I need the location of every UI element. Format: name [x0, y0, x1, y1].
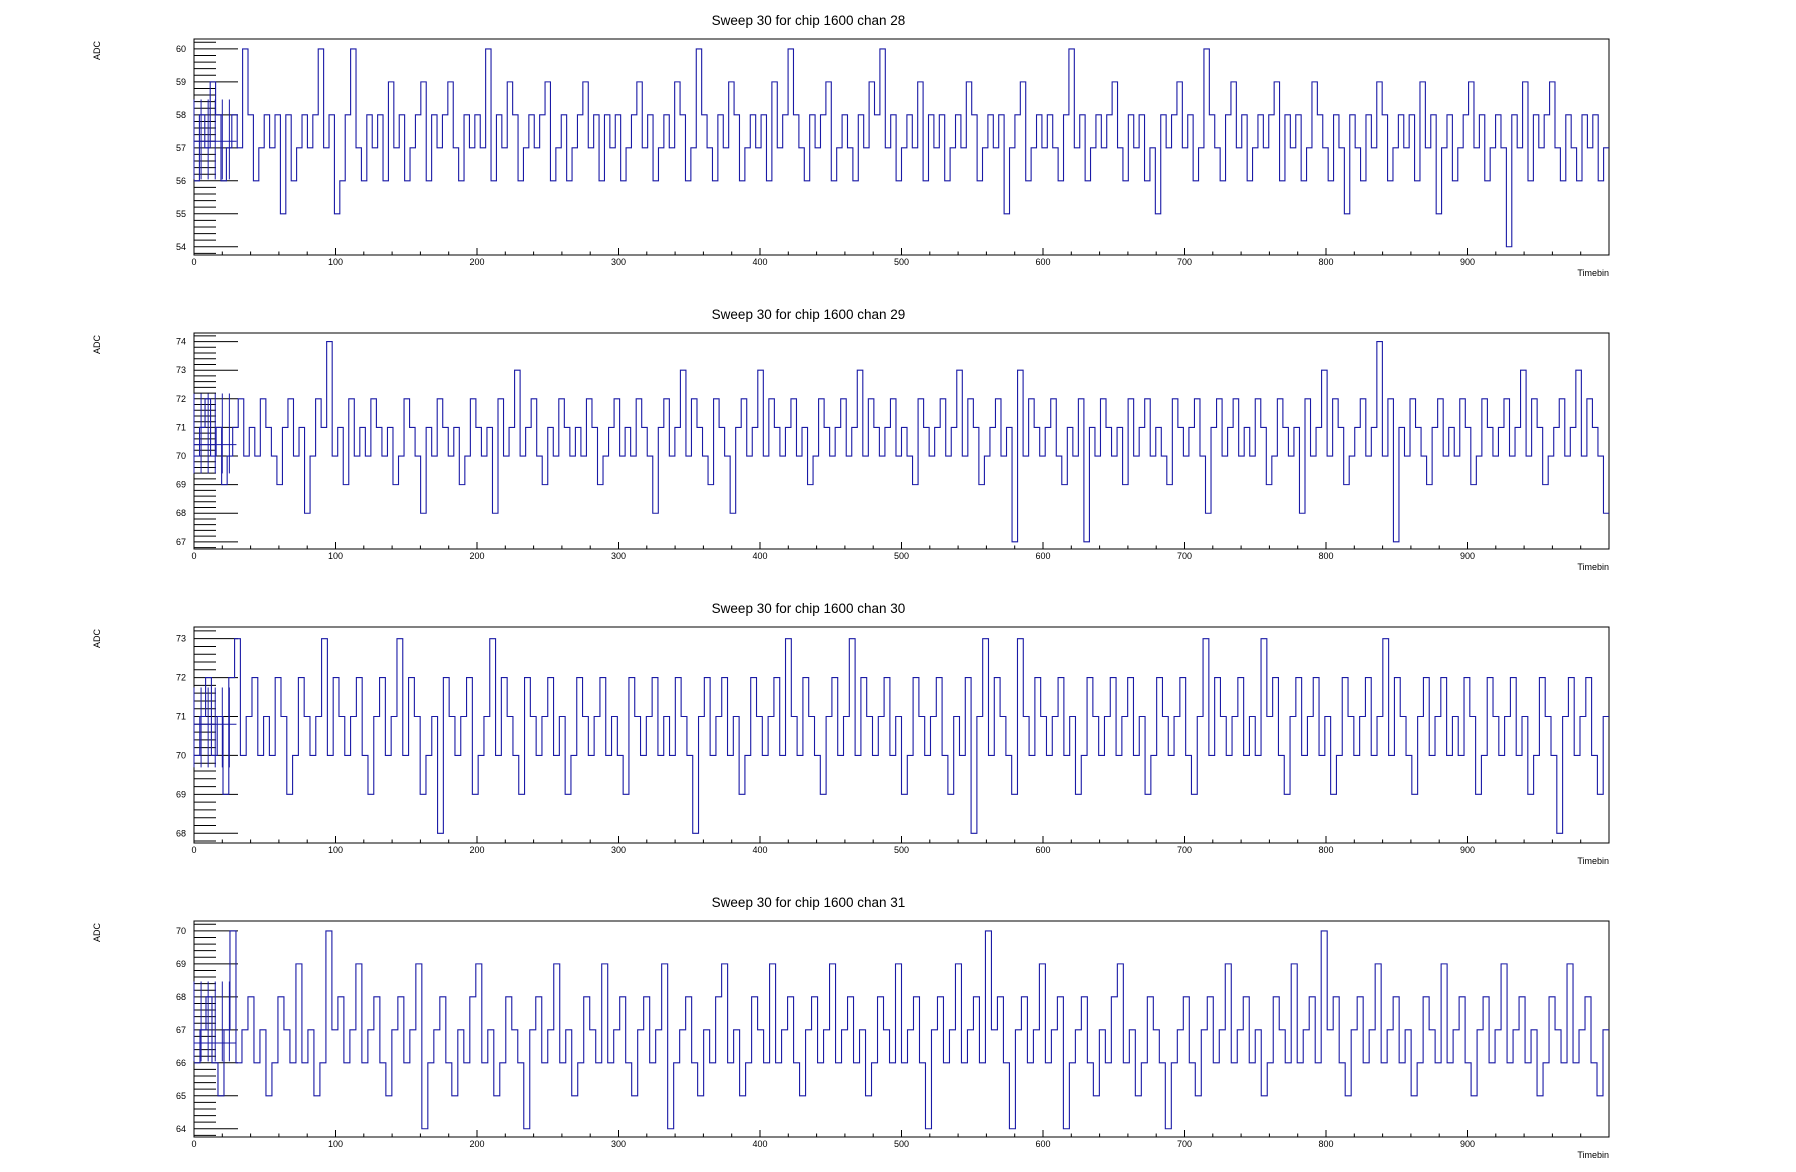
x-tick-label: 0 [191, 845, 196, 855]
x-tick-label: 200 [469, 1139, 484, 1149]
y-tick-label: 66 [176, 1058, 186, 1068]
chart-panel-1: Sweep 30 for chip 1600 chan 29 ADC Timebin… [92, 307, 1610, 572]
x-axis-label: Timebin [1577, 1150, 1609, 1160]
y-tick-label: 71 [176, 712, 186, 722]
series-line [194, 341, 1609, 543]
y-tick-label: 73 [176, 634, 186, 644]
x-tick-label: 300 [611, 845, 626, 855]
x-tick-label: 600 [1035, 1139, 1050, 1149]
x-tick-label: 500 [894, 1139, 909, 1149]
x-tick-label: 0 [191, 551, 196, 561]
chart-title: Sweep 30 for chip 1600 chan 30 [712, 601, 906, 616]
y-tick-label: 56 [176, 176, 186, 186]
x-tick-label: 400 [752, 845, 767, 855]
chart-title: Sweep 30 for chip 1600 chan 29 [712, 307, 906, 322]
y-tick-label: 70 [176, 926, 186, 936]
chart-title: Sweep 30 for chip 1600 chan 31 [712, 895, 906, 910]
series-line [194, 48, 1609, 248]
y-tick-label: 70 [176, 451, 186, 461]
y-tick-label: 69 [176, 789, 186, 799]
x-tick-label: 800 [1318, 551, 1333, 561]
y-axis-label: ADC [92, 41, 102, 61]
x-tick-label: 700 [1177, 257, 1192, 267]
x-tick-label: 900 [1460, 551, 1475, 561]
x-tick-label: 200 [469, 845, 484, 855]
y-axis-label: ADC [92, 629, 102, 649]
plot-frame [193, 38, 1610, 256]
y-tick-label: 54 [176, 242, 186, 252]
x-tick-label: 300 [611, 551, 626, 561]
y-tick-label: 58 [176, 110, 186, 120]
x-tick-label: 100 [328, 257, 343, 267]
chart-panel-3: Sweep 30 for chip 1600 chan 31 ADC Timebin… [92, 895, 1610, 1160]
x-tick-label: 900 [1460, 845, 1475, 855]
x-tick-label: 700 [1177, 551, 1192, 561]
x-tick-label: 600 [1035, 551, 1050, 561]
x-tick-label: 400 [752, 1139, 767, 1149]
x-tick-label: 100 [328, 845, 343, 855]
y-tick-label: 73 [176, 365, 186, 375]
y-tick-label: 60 [176, 44, 186, 54]
y-tick-label: 55 [176, 209, 186, 219]
x-tick-label: 500 [894, 257, 909, 267]
y-tick-label: 72 [176, 673, 186, 683]
y-tick-label: 68 [176, 992, 186, 1002]
y-tick-label: 68 [176, 828, 186, 838]
x-tick-label: 500 [894, 845, 909, 855]
x-tick-label: 100 [328, 1139, 343, 1149]
series-line [194, 930, 1609, 1130]
x-tick-label: 0 [191, 257, 196, 267]
x-axis-label: Timebin [1577, 562, 1609, 572]
y-tick-label: 68 [176, 508, 186, 518]
x-tick-label: 800 [1318, 1139, 1333, 1149]
y-tick-label: 65 [176, 1091, 186, 1101]
x-tick-label: 800 [1318, 845, 1333, 855]
y-tick-label: 69 [176, 480, 186, 490]
chart-panel-2: Sweep 30 for chip 1600 chan 30 ADC Timebin… [92, 601, 1610, 866]
x-tick-label: 300 [611, 1139, 626, 1149]
x-tick-label: 800 [1318, 257, 1333, 267]
x-tick-label: 0 [191, 1139, 196, 1149]
x-tick-label: 500 [894, 551, 909, 561]
x-tick-label: 400 [752, 257, 767, 267]
x-tick-label: 700 [1177, 1139, 1192, 1149]
y-axis-label: ADC [92, 335, 102, 355]
x-axis-label: Timebin [1577, 268, 1609, 278]
y-tick-label: 67 [176, 1025, 186, 1035]
y-tick-label: 59 [176, 77, 186, 87]
series-line [194, 638, 1609, 834]
x-tick-label: 400 [752, 551, 767, 561]
x-tick-label: 300 [611, 257, 626, 267]
y-tick-label: 71 [176, 422, 186, 432]
chart-panel-0: Sweep 30 for chip 1600 chan 28 ADC Timebin… [92, 13, 1610, 278]
x-axis-label: Timebin [1577, 856, 1609, 866]
y-tick-label: 57 [176, 143, 186, 153]
x-tick-label: 200 [469, 257, 484, 267]
y-tick-label: 69 [176, 959, 186, 969]
y-tick-label: 64 [176, 1124, 186, 1134]
chart-title: Sweep 30 for chip 1600 chan 28 [712, 13, 906, 28]
y-tick-label: 70 [176, 750, 186, 760]
x-tick-label: 200 [469, 551, 484, 561]
y-tick-label: 74 [176, 337, 186, 347]
x-tick-label: 100 [328, 551, 343, 561]
y-tick-label: 67 [176, 537, 186, 547]
x-tick-label: 600 [1035, 257, 1050, 267]
x-tick-label: 900 [1460, 257, 1475, 267]
y-axis-label: ADC [92, 923, 102, 943]
x-tick-label: 700 [1177, 845, 1192, 855]
y-tick-label: 72 [176, 394, 186, 404]
x-tick-label: 900 [1460, 1139, 1475, 1149]
x-tick-label: 600 [1035, 845, 1050, 855]
